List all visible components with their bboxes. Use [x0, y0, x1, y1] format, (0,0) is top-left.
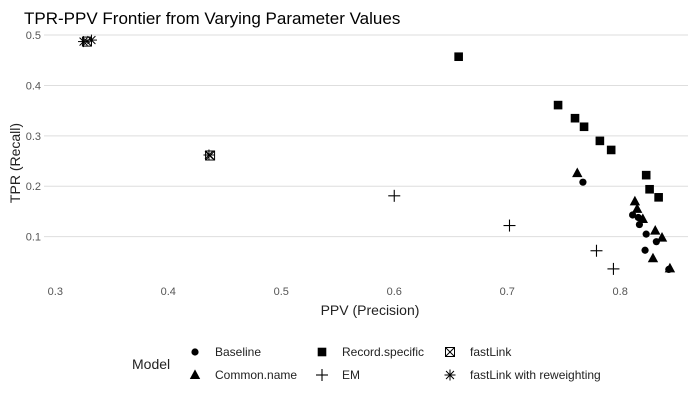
y-axis-label: TPR (Recall) — [7, 123, 23, 203]
legend-item-record-specific: Record.specific — [317, 345, 424, 359]
point-record-specific — [553, 100, 563, 110]
series-fastlink — [81, 36, 216, 161]
point-common-name — [656, 232, 668, 242]
data-points — [78, 34, 676, 275]
point-fastlink-with-reweighting — [203, 149, 215, 161]
point-baseline — [579, 178, 587, 186]
legend-key-fastlink-with-reweighting — [444, 369, 456, 381]
legend-label: fastLink — [470, 345, 512, 359]
legend-label: EM — [342, 368, 360, 382]
legend-key-em — [316, 369, 328, 381]
legend-item-common-name: Common.name — [189, 368, 297, 382]
x-tick-label: 0.7 — [500, 286, 515, 298]
legend-item-fastlink: fastLink — [445, 345, 512, 359]
point-common-name — [664, 262, 676, 273]
grid-lines — [44, 34, 688, 238]
x-tick-labels: 0.3 0.4 0.5 0.6 0.7 0.8 — [48, 286, 628, 298]
x-tick-label: 0.6 — [387, 286, 402, 298]
legend: Model Baseline Record.specific fastLink Com… — [132, 345, 601, 382]
point-common-name — [637, 213, 649, 223]
point-common-name — [572, 167, 583, 178]
series-fastlink-with-reweighting — [78, 34, 215, 161]
point-record-specific — [570, 113, 580, 123]
point-record-specific — [595, 136, 605, 146]
y-tick-label: 0.4 — [26, 80, 41, 92]
point-baseline — [642, 230, 650, 238]
legend-title: Model — [132, 356, 170, 372]
y-tick-label: 0.3 — [26, 131, 41, 143]
y-tick-label: 0.2 — [26, 181, 41, 193]
point-record-specific — [654, 193, 663, 202]
legend-item-baseline: Baseline — [191, 345, 261, 359]
chart-title: TPR-PPV Frontier from Varying Parameter … — [24, 9, 400, 28]
point-em — [590, 244, 603, 257]
legend-label: Baseline — [215, 345, 261, 359]
point-fastlink-with-reweighting — [78, 36, 90, 48]
point-common-name — [631, 203, 643, 213]
point-record-specific — [606, 145, 616, 155]
legend-label: Record.specific — [342, 345, 424, 359]
legend-key-record-specific — [317, 347, 327, 357]
point-record-specific — [579, 122, 589, 132]
x-tick-label: 0.4 — [161, 286, 176, 298]
point-em — [607, 262, 620, 275]
point-em — [503, 219, 516, 232]
y-tick-label: 0.1 — [26, 232, 41, 244]
x-tick-label: 0.3 — [48, 286, 63, 298]
x-tick-label: 0.5 — [274, 286, 289, 298]
point-fastlink-with-reweighting — [85, 34, 97, 46]
point-record-specific — [454, 52, 463, 62]
point-common-name — [629, 195, 641, 206]
legend-label: Common.name — [215, 368, 297, 382]
y-tick-label: 0.5 — [26, 30, 41, 42]
legend-item-em: EM — [316, 368, 360, 382]
legend-key-common-name — [189, 369, 201, 379]
point-baseline — [641, 246, 649, 254]
legend-label: fastLink with reweighting — [470, 368, 601, 382]
point-common-name — [650, 224, 661, 235]
series-common-name — [572, 167, 676, 273]
series-record-specific — [454, 52, 663, 202]
y-tick-labels: 0.1 0.2 0.3 0.4 0.5 — [26, 30, 41, 244]
point-record-specific — [641, 170, 651, 180]
series-em — [388, 189, 620, 275]
series-baseline — [579, 178, 673, 273]
point-common-name — [647, 252, 659, 263]
legend-item-fastlink-with-reweighting: fastLink with reweighting — [444, 368, 601, 382]
point-record-specific — [645, 184, 654, 194]
point-baseline — [629, 211, 637, 219]
legend-key-baseline — [191, 348, 199, 356]
x-axis-label: PPV (Precision) — [321, 302, 420, 318]
legend-key-fastlink — [445, 347, 455, 357]
point-em — [388, 189, 401, 202]
x-tick-label: 0.8 — [613, 286, 628, 298]
